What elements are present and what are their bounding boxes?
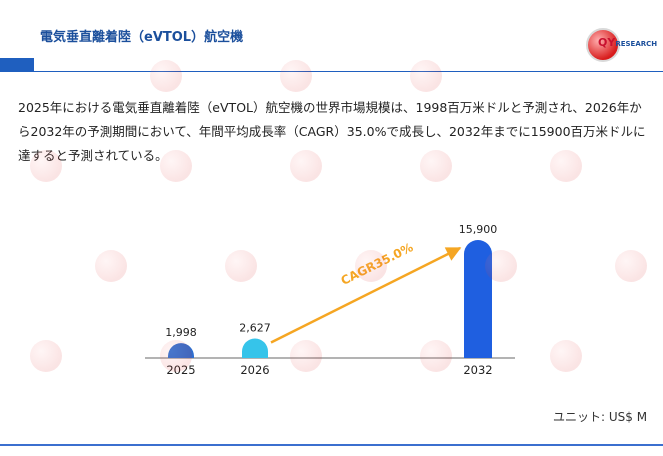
title-accent-block — [0, 58, 34, 72]
logo-text: QY — [598, 36, 616, 49]
category-label-2032: 2032 — [463, 363, 492, 377]
footer-divider — [0, 444, 663, 446]
unit-label: ユニット: US$ M — [553, 410, 648, 424]
category-label-2025: 2025 — [166, 363, 195, 377]
cagr-arrow — [270, 246, 462, 344]
market-description: 2025年における電気垂直離着陸（eVTOL）航空機の世界市場規模は、1998百… — [18, 100, 646, 163]
bar-2026 — [242, 338, 268, 358]
logo-globe-icon — [586, 28, 620, 62]
category-label-2026: 2026 — [240, 363, 269, 377]
bar-2032 — [464, 240, 492, 358]
cagr-label: CAGR35.0% — [339, 240, 416, 288]
value-label-2026: 2,627 — [239, 322, 271, 335]
value-label-2032: 15,900 — [459, 223, 498, 236]
bars-layer: 1,998 2025 2,627 2026 15,900 2032 — [165, 223, 497, 377]
header-divider — [0, 71, 663, 72]
qyresearch-logo: QYRESEARCH — [584, 24, 657, 64]
value-label-2025: 1,998 — [165, 326, 197, 339]
bar-2025 — [168, 343, 194, 358]
page-title: 電気垂直離着陸（eVTOL）航空機 — [40, 30, 244, 45]
logo-wordmark: QYRESEARCH — [598, 36, 657, 49]
logo-subtext: RESEARCH — [615, 40, 658, 48]
header: 電気垂直離着陸（eVTOL）航空機 QYRESEARCH — [0, 0, 663, 76]
market-size-chart: 1,998 2025 2,627 2026 15,900 2032 CAGR35.0% — [145, 223, 515, 377]
